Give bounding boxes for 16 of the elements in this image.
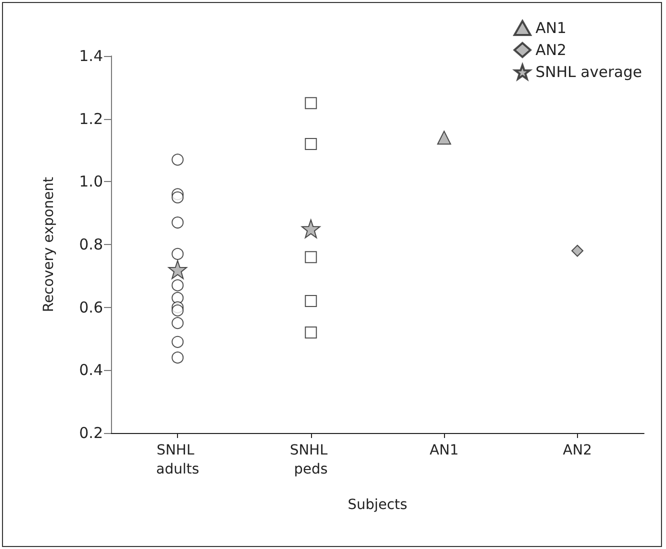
x-tick-label: SNHL adults	[156, 442, 200, 478]
x-tick-label: AN2	[562, 442, 592, 458]
y-tick-label: 0.4	[79, 361, 103, 380]
y-axis-title: Recovery exponent	[41, 176, 57, 312]
y-tick-label: 1.0	[79, 172, 103, 191]
legend-label: AN2	[535, 41, 566, 59]
y-tick-label: 0.8	[79, 236, 103, 254]
y-tick-label: 1.2	[79, 110, 103, 128]
x-tick-label: AN1	[430, 442, 459, 458]
legend-label: SNHL average	[535, 63, 642, 81]
x-axis-title: Subjects	[348, 497, 408, 513]
y-tick-label: 0.6	[79, 298, 103, 316]
x-tick-label: SNHL peds	[290, 442, 332, 478]
legend-label: AN1	[535, 19, 566, 37]
y-tick-label: 0.2	[79, 424, 103, 442]
y-tick-label: 1.4	[79, 47, 103, 65]
